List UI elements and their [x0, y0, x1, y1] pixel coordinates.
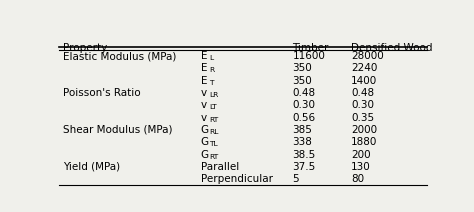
Text: RL: RL [209, 129, 219, 135]
Text: v: v [201, 100, 207, 110]
Text: 350: 350 [292, 76, 312, 86]
Text: T: T [209, 80, 214, 86]
Text: G: G [201, 150, 209, 160]
Text: LR: LR [209, 92, 219, 98]
Text: E: E [201, 63, 207, 73]
Text: 5: 5 [292, 174, 299, 184]
Text: 338: 338 [292, 137, 312, 147]
Text: Timber: Timber [292, 43, 329, 53]
Text: L: L [209, 55, 213, 61]
Text: 80: 80 [351, 174, 365, 184]
Text: 11600: 11600 [292, 51, 325, 61]
Text: E: E [201, 76, 207, 86]
Text: RT: RT [209, 153, 219, 160]
Text: 28000: 28000 [351, 51, 384, 61]
Text: 1400: 1400 [351, 76, 378, 86]
Text: 130: 130 [351, 162, 371, 172]
Text: Elastic Modulus (MPa): Elastic Modulus (MPa) [63, 51, 176, 61]
Text: 0.30: 0.30 [292, 100, 316, 110]
Text: v: v [201, 88, 207, 98]
Text: R: R [209, 67, 214, 73]
Text: 0.48: 0.48 [351, 88, 374, 98]
Text: 2000: 2000 [351, 125, 377, 135]
Text: Densified Wood: Densified Wood [351, 43, 433, 53]
Text: G: G [201, 137, 209, 147]
Text: 385: 385 [292, 125, 312, 135]
Text: 0.56: 0.56 [292, 113, 316, 123]
Text: v: v [201, 113, 207, 123]
Text: LT: LT [209, 104, 217, 110]
Text: Poisson's Ratio: Poisson's Ratio [63, 88, 141, 98]
Text: Perpendicular: Perpendicular [201, 174, 273, 184]
Text: 0.30: 0.30 [351, 100, 374, 110]
Text: TL: TL [209, 141, 218, 147]
Text: G: G [201, 125, 209, 135]
Text: 0.35: 0.35 [351, 113, 374, 123]
Text: Yield (MPa): Yield (MPa) [63, 162, 120, 172]
Text: 0.48: 0.48 [292, 88, 316, 98]
Text: 200: 200 [351, 150, 371, 160]
Text: RT: RT [209, 117, 219, 123]
Text: 350: 350 [292, 63, 312, 73]
Text: E: E [201, 51, 207, 61]
Text: 1880: 1880 [351, 137, 378, 147]
Text: Shear Modulus (MPa): Shear Modulus (MPa) [63, 125, 173, 135]
Text: Property: Property [63, 43, 107, 53]
Text: 37.5: 37.5 [292, 162, 316, 172]
Text: 38.5: 38.5 [292, 150, 316, 160]
Text: 2240: 2240 [351, 63, 378, 73]
Text: Parallel: Parallel [201, 162, 239, 172]
